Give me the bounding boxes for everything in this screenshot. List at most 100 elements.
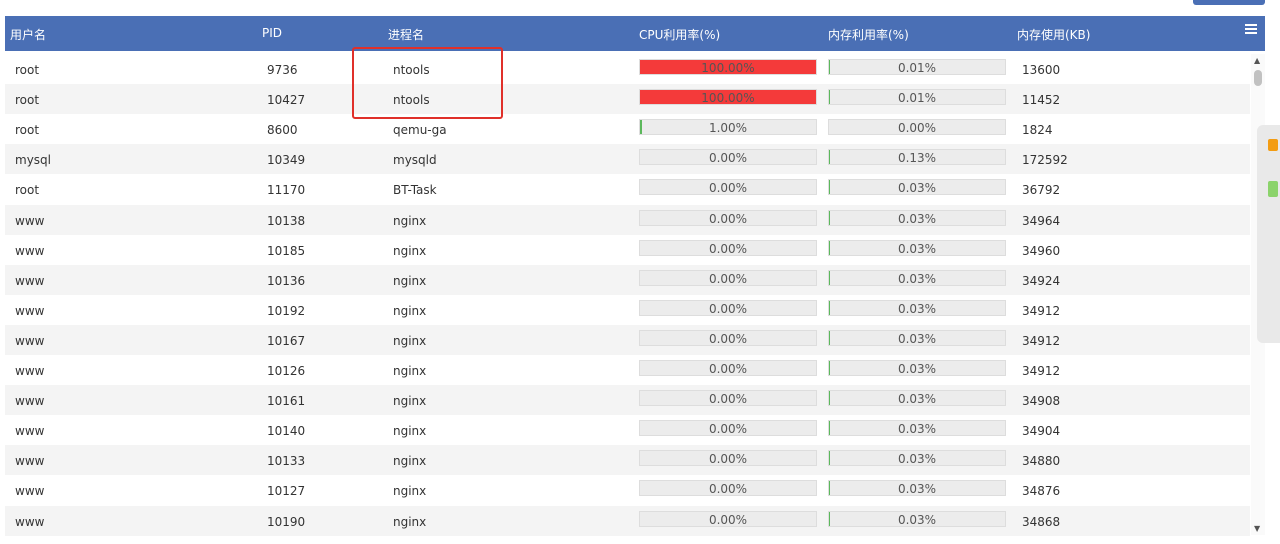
bar-label: 0.00% xyxy=(708,241,748,256)
bar-label: 0.00% xyxy=(708,271,748,286)
bar-label: 0.03% xyxy=(897,241,937,256)
cpu-bar: 100.00% xyxy=(639,59,817,75)
table-cell: nginx xyxy=(393,394,427,409)
memory-bar: 0.03% xyxy=(828,269,1006,286)
column-header: CPU利用率(%) xyxy=(639,28,721,42)
table-row: www 10161 nginx 0.00% 0.03% 34908 xyxy=(5,385,1250,416)
cpu-bar: 0.00% xyxy=(639,149,817,166)
bar-fill xyxy=(829,180,830,195)
table-cell: nginx xyxy=(393,484,427,499)
menu-icon[interactable] xyxy=(1245,24,1257,34)
cpu-bar: 0.00% xyxy=(639,329,817,346)
bar-label: 0.00% xyxy=(708,482,748,497)
table-row: root 11170 BT-Task 0.00% 0.03% 36792 xyxy=(5,174,1250,204)
table-cell: root xyxy=(15,93,40,108)
bar-fill xyxy=(829,330,830,345)
bar-label: 0.00% xyxy=(708,512,748,527)
table-cell: mysql xyxy=(15,153,51,168)
column-header: PID xyxy=(262,26,283,40)
table-cell: 10190 xyxy=(267,514,306,529)
memory-bar: 0.03% xyxy=(828,299,1006,316)
table-cell: 10133 xyxy=(267,454,306,469)
table-cell: 11452 xyxy=(1022,93,1061,108)
table-cell: 34868 xyxy=(1022,514,1061,529)
table-cell: www xyxy=(15,394,45,409)
cpu-bar: 0.00% xyxy=(639,480,817,497)
bar-fill xyxy=(829,391,830,406)
table-cell: 10349 xyxy=(267,153,306,168)
table-cell: www xyxy=(15,454,45,469)
bar-label: 0.03% xyxy=(897,452,937,467)
bar-label: 0.03% xyxy=(897,422,937,437)
table-cell: 11170 xyxy=(267,183,306,198)
bar-label: 0.03% xyxy=(897,482,937,497)
table-cell: 34876 xyxy=(1022,484,1061,499)
memory-bar: 0.03% xyxy=(828,480,1006,497)
bar-label: 1.00% xyxy=(708,121,748,136)
memory-bar: 0.03% xyxy=(828,360,1006,376)
table-cell: www xyxy=(15,273,45,288)
table-cell: www xyxy=(15,364,45,378)
table-row: www 10185 nginx 0.00% 0.03% 34960 xyxy=(5,235,1250,265)
cpu-bar: 0.00% xyxy=(639,510,817,527)
bar-fill xyxy=(640,120,642,135)
table-cell: 34912 xyxy=(1022,333,1061,348)
bar-label: 100.00% xyxy=(701,91,755,106)
table-row: www 10127 nginx 0.00% 0.03% 34876 xyxy=(5,475,1250,505)
table-cell: 34960 xyxy=(1022,243,1061,258)
table-row: www 10136 nginx 0.00% 0.03% 34924 xyxy=(5,264,1250,295)
memory-bar: 0.03% xyxy=(828,450,1006,467)
bar-fill xyxy=(640,60,816,74)
bar-label: 0.13% xyxy=(897,151,937,166)
button-edge[interactable] xyxy=(1193,0,1265,5)
table-header: 用户名 PID 进程名 CPU利用率(%) 内存利用率(%) 内存使用(KB) xyxy=(5,16,1265,51)
cpu-bar: 0.00% xyxy=(639,450,817,467)
table-row: www 10133 nginx 0.00% 0.03% 34880 xyxy=(5,445,1250,476)
table-row: www 10190 nginx 0.00% 0.03% 34868 xyxy=(5,505,1250,536)
table-cell: nginx xyxy=(393,213,427,228)
bar-label: 0.03% xyxy=(897,301,937,316)
bar-label: 0.03% xyxy=(897,181,937,196)
table-row: root 10427 ntools 100.00% 0.01% 11452 xyxy=(5,84,1250,115)
table-cell: 10138 xyxy=(267,213,306,228)
memory-bar: 0.01% xyxy=(828,59,1006,75)
table-cell: 10161 xyxy=(267,394,306,409)
memory-bar: 0.03% xyxy=(828,329,1006,346)
table-cell: 10167 xyxy=(267,333,306,348)
table-cell: BT-Task xyxy=(393,183,437,198)
table-cell: nginx xyxy=(393,273,427,288)
memory-bar: 0.03% xyxy=(828,420,1006,437)
bar-label: 0.00% xyxy=(708,181,748,196)
scroll-down[interactable]: ▼ xyxy=(1254,524,1261,533)
side-panel[interactable] xyxy=(1257,125,1280,343)
table-cell: qemu-ga xyxy=(393,123,447,138)
table-cell: 10136 xyxy=(267,273,306,288)
memory-bar: 0.00% xyxy=(828,119,1006,136)
table-cell: 34880 xyxy=(1022,454,1061,469)
table-cell: www xyxy=(15,303,45,318)
table-cell: ntools xyxy=(393,63,430,77)
memory-bar: 0.03% xyxy=(828,209,1006,226)
table-cell: root xyxy=(15,183,40,198)
bar-fill xyxy=(829,210,830,225)
scroll-up[interactable]: ▲ xyxy=(1254,56,1261,65)
bar-fill xyxy=(829,270,830,285)
highlight-box xyxy=(352,47,503,119)
table-row: www 10167 nginx 0.00% 0.03% 34912 xyxy=(5,324,1250,355)
bar-label: 0.00% xyxy=(708,392,748,407)
table-cell: nginx xyxy=(393,364,427,378)
bar-fill xyxy=(829,451,830,466)
bar-label: 100.00% xyxy=(701,61,755,75)
bar-label: 0.01% xyxy=(897,91,937,106)
bar-fill xyxy=(640,90,816,105)
column-header: 内存使用(KB) xyxy=(1017,28,1091,42)
bar-fill xyxy=(829,300,830,315)
table-cell: www xyxy=(15,484,45,499)
cpu-bar: 0.00% xyxy=(639,209,817,226)
bar-label: 0.00% xyxy=(708,362,748,376)
bar-label: 0.00% xyxy=(708,452,748,467)
scroll-thumb[interactable] xyxy=(1254,70,1262,86)
table-cell: nginx xyxy=(393,303,427,318)
bar-fill xyxy=(829,481,830,496)
